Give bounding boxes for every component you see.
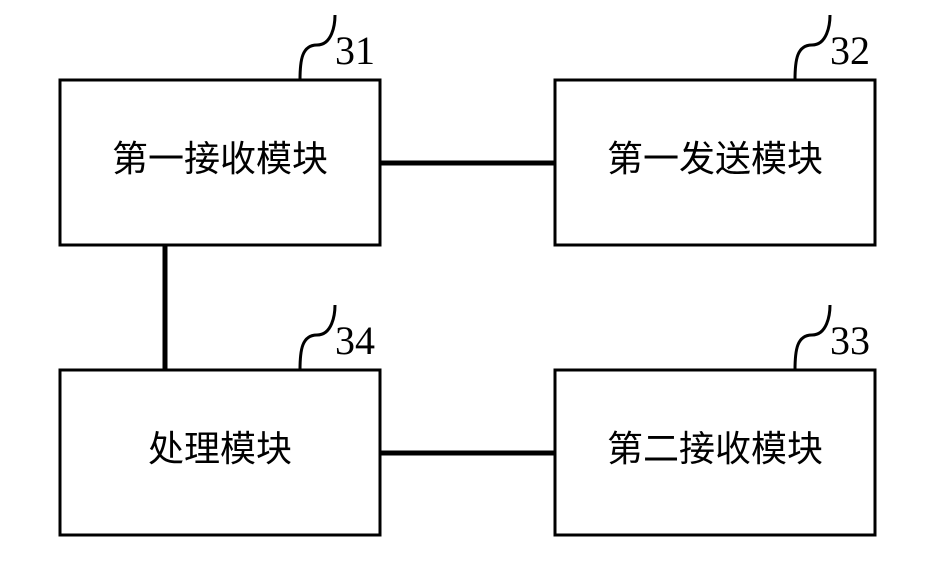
reference-hook-n32 xyxy=(795,15,830,80)
reference-hook-n34 xyxy=(300,305,335,370)
node-tag-n34: 34 xyxy=(335,318,375,363)
node-tag-n33: 33 xyxy=(830,318,870,363)
reference-hook-n33 xyxy=(795,305,830,370)
node-tag-n32: 32 xyxy=(830,28,870,73)
node-label-n31: 第一接收模块 xyxy=(112,139,328,179)
node-label-n33: 第二接收模块 xyxy=(607,429,823,469)
reference-hook-n31 xyxy=(300,15,335,80)
node-label-n32: 第一发送模块 xyxy=(607,139,823,179)
node-label-n34: 处理模块 xyxy=(148,429,292,469)
diagram-canvas: 第一接收模块 第一发送模块处理模块 第二接收模块 31 32 34 33 xyxy=(0,0,925,562)
node-tag-n31: 31 xyxy=(335,28,375,73)
